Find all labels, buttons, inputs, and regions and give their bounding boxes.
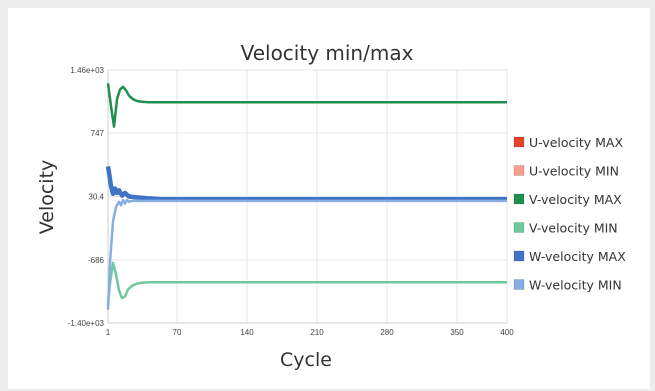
- series-line-w-velocity-max: [105, 166, 507, 202]
- series-line-w-velocity-min: [106, 198, 507, 310]
- legend-swatch: [513, 222, 525, 233]
- y-tick-label: 1.46e+03: [70, 66, 104, 75]
- legend-swatch: [513, 165, 525, 176]
- series-lines: [105, 83, 507, 310]
- legend-label: U-velocity MAX: [529, 135, 623, 150]
- legend-label: W-velocity MIN: [529, 278, 622, 293]
- x-axis-label: Cycle: [280, 349, 332, 371]
- y-tick-label: -686: [88, 256, 105, 265]
- y-axis-label: Velocity: [36, 160, 58, 235]
- x-tick-label: 350: [450, 328, 464, 337]
- legend-label: V-velocity MIN: [529, 221, 618, 236]
- chart-title: Velocity min/max: [241, 41, 414, 65]
- x-tick-label: 1: [106, 328, 111, 337]
- x-tick-label: 140: [240, 328, 254, 337]
- x-tick-label: 280: [380, 328, 394, 337]
- x-tick-label: 400: [500, 328, 514, 337]
- legend-swatch: [513, 250, 525, 262]
- x-tick-label: 210: [310, 328, 324, 337]
- legend-swatch: [513, 279, 525, 290]
- series-line-v-velocity-max: [106, 83, 507, 128]
- legend-swatch: [513, 136, 525, 148]
- legend: U-velocity MAX U-velocity MIN V-velocity M…: [513, 135, 626, 293]
- x-tick-label: 70: [173, 328, 182, 337]
- series-line-v-velocity-min: [106, 261, 507, 305]
- legend-swatch: [513, 193, 525, 205]
- y-tick-label: -1.40e+03: [68, 319, 105, 328]
- legend-label: U-velocity MIN: [529, 164, 619, 179]
- legend-label: V-velocity MAX: [529, 192, 622, 207]
- y-tick-label: 747: [91, 129, 105, 138]
- grid: [107, 69, 508, 324]
- y-tick-label: 30.4: [88, 192, 104, 201]
- legend-label: W-velocity MAX: [529, 249, 626, 264]
- tick-labels: 1 70 140 210 280 350 400 1.46e+03 747 30.4 -686 -1.…: [68, 66, 514, 337]
